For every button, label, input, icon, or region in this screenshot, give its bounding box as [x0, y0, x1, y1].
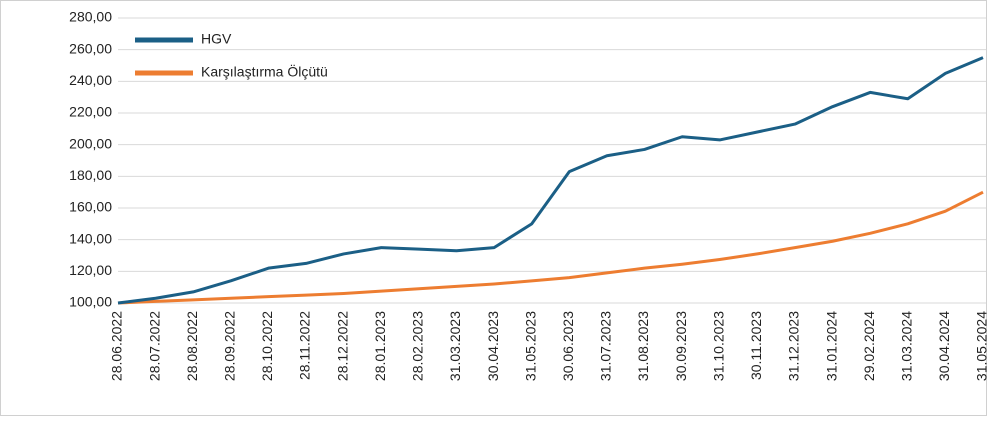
x-tick-label: 28.06.2022 [109, 311, 125, 381]
x-tick-label: 28.01.2023 [372, 311, 388, 381]
x-tick-label: 30.04.2023 [485, 311, 501, 381]
x-tick-label: 31.03.2024 [898, 311, 914, 381]
x-tick-label: 31.03.2023 [447, 311, 463, 381]
x-tick-label: 28.07.2022 [146, 311, 162, 381]
x-tick-label: 30.04.2024 [936, 311, 952, 381]
legend-label: HGV [201, 31, 232, 47]
x-tick-label: 28.11.2022 [297, 311, 313, 380]
x-tick-label: 28.09.2022 [222, 311, 238, 381]
y-tick-label: 140,00 [69, 230, 112, 246]
x-tick-label: 28.02.2023 [410, 311, 426, 381]
x-tick-label: 30.11.2023 [748, 311, 764, 380]
y-tick-label: 180,00 [69, 167, 112, 183]
x-tick-label: 28.10.2022 [259, 311, 275, 381]
x-tick-label: 29.02.2024 [861, 311, 877, 381]
x-tick-label: 31.07.2023 [598, 311, 614, 381]
x-tick-label: 31.12.2023 [786, 311, 802, 381]
y-tick-label: 280,00 [69, 9, 112, 25]
x-tick-label: 30.06.2023 [560, 311, 576, 381]
x-tick-label: 28.08.2022 [184, 311, 200, 381]
x-tick-label: 28.12.2022 [334, 311, 350, 381]
y-tick-label: 260,00 [69, 40, 112, 56]
y-tick-label: 240,00 [69, 72, 112, 88]
x-tick-label: 31.01.2024 [823, 311, 839, 381]
x-tick-label: 31.05.2024 [974, 311, 988, 381]
legend-label: Karşılaştırma Ölçütü [201, 63, 328, 80]
x-tick-label: 31.08.2023 [635, 311, 651, 381]
x-tick-label: 31.05.2023 [522, 311, 538, 381]
y-tick-label: 160,00 [69, 199, 112, 215]
y-tick-label: 220,00 [69, 104, 112, 120]
y-tick-label: 120,00 [69, 262, 112, 278]
series-line [117, 190, 984, 305]
series-line [117, 56, 984, 305]
x-tick-label: 30.09.2023 [673, 311, 689, 381]
y-tick-label: 200,00 [69, 135, 112, 151]
y-tick-label: 100,00 [69, 294, 112, 310]
x-tick-label: 31.10.2023 [710, 311, 726, 381]
